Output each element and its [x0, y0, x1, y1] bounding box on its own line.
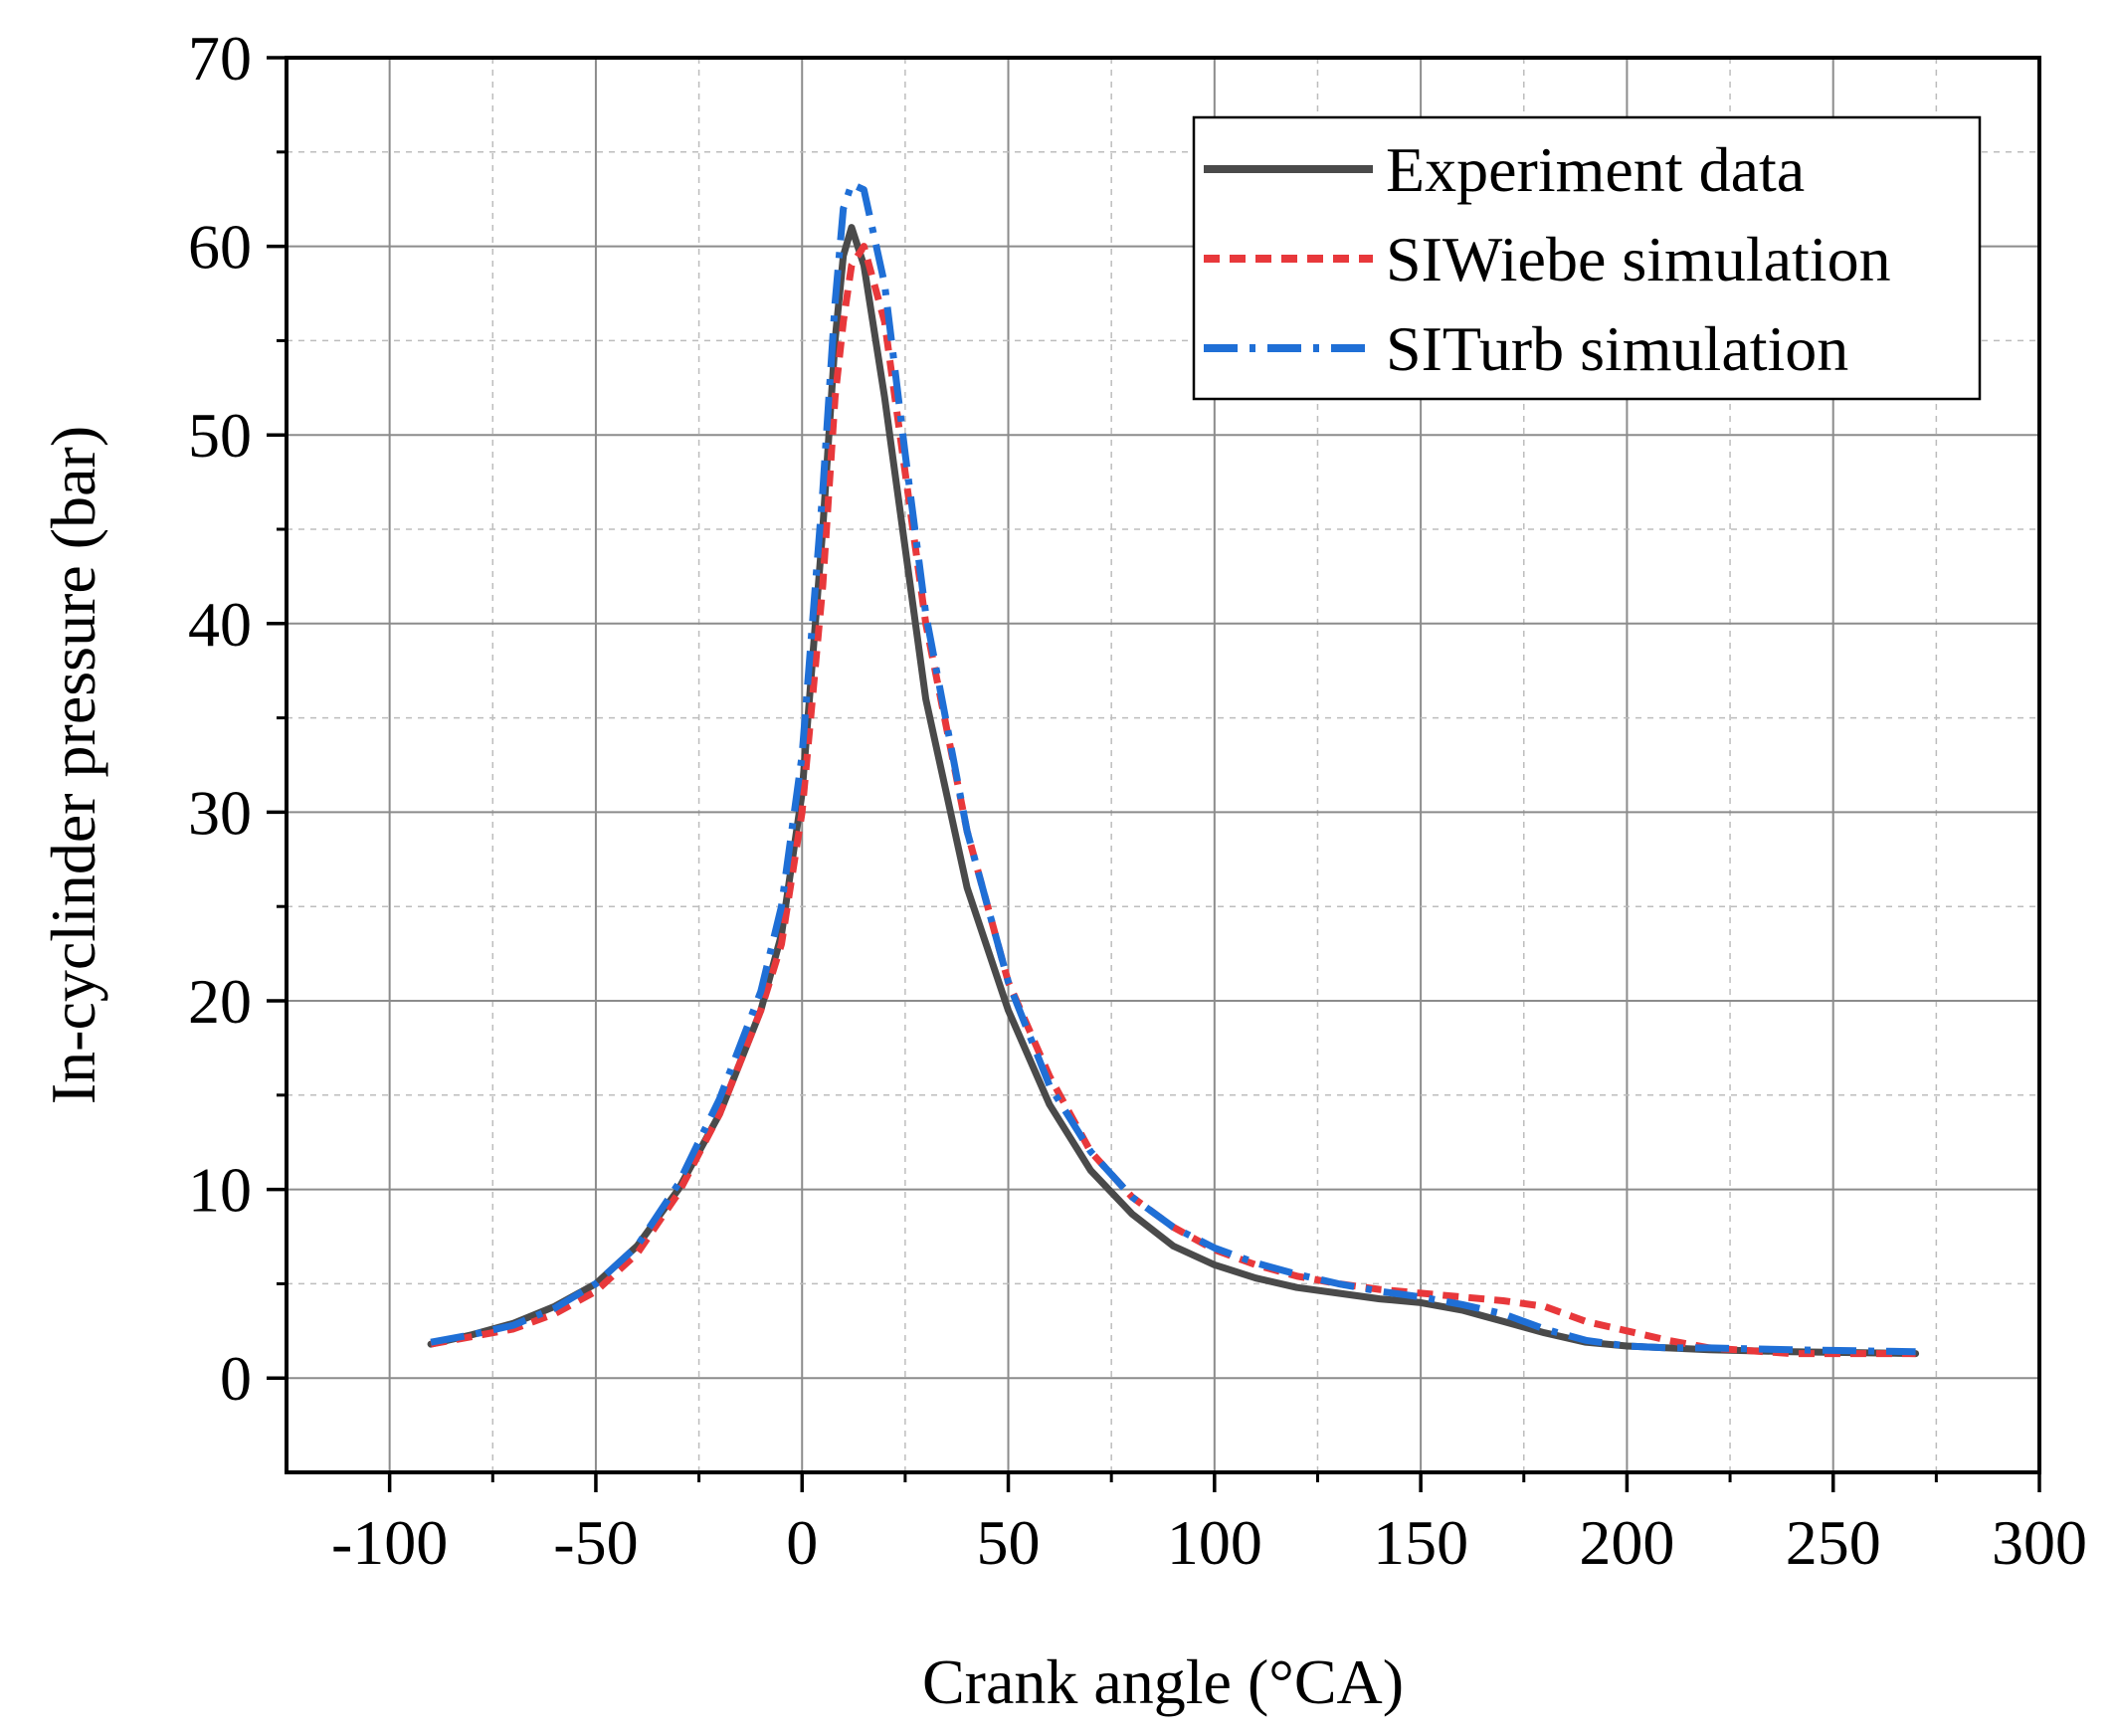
y-tick-label: 20 — [188, 966, 252, 1037]
x-tick-label: 0 — [786, 1507, 818, 1578]
series-line-siwiebe-simulation — [430, 243, 1916, 1358]
y-tick-label: 30 — [188, 777, 252, 848]
y-tick-label: 70 — [188, 23, 252, 94]
legend-label: Experiment data — [1386, 134, 1805, 205]
y-tick-label: 10 — [188, 1155, 252, 1226]
y-axis-label: In-cyclinder pressure (bar) — [38, 426, 108, 1104]
x-tick-label: 200 — [1579, 1507, 1674, 1578]
x-axis-label: Crank angle (°CA) — [922, 1646, 1404, 1717]
y-tick-label: 50 — [188, 400, 252, 471]
y-tick-label: 60 — [188, 212, 252, 283]
tick-labels: -100 -50 0 50 100 150 200 250 300 0 10 20 30 40 50 60 70 — [188, 23, 2087, 1578]
x-tick-label: 50 — [977, 1507, 1041, 1578]
y-tick-label: 40 — [188, 589, 252, 660]
x-tick-label: 250 — [1786, 1507, 1881, 1578]
legend-label: SIWiebe simulation — [1386, 224, 1891, 294]
x-tick-label: 300 — [1992, 1507, 2087, 1578]
x-tick-label: 150 — [1373, 1507, 1468, 1578]
x-tick-label: 100 — [1167, 1507, 1262, 1578]
series-lines — [427, 180, 1920, 1358]
x-tick-label: -50 — [553, 1507, 638, 1578]
plot-frame — [285, 56, 2041, 1474]
legend-label: SITurb simulation — [1386, 313, 1848, 384]
y-tick-label: 0 — [220, 1343, 252, 1414]
legend: Experiment data SIWiebe simulation SITurb … — [1192, 115, 1982, 401]
axis-ticks — [267, 56, 2041, 1492]
series-line-siturb-simulation — [430, 180, 1916, 1356]
x-tick-label: -100 — [331, 1507, 448, 1578]
legend-box — [1192, 115, 1982, 401]
